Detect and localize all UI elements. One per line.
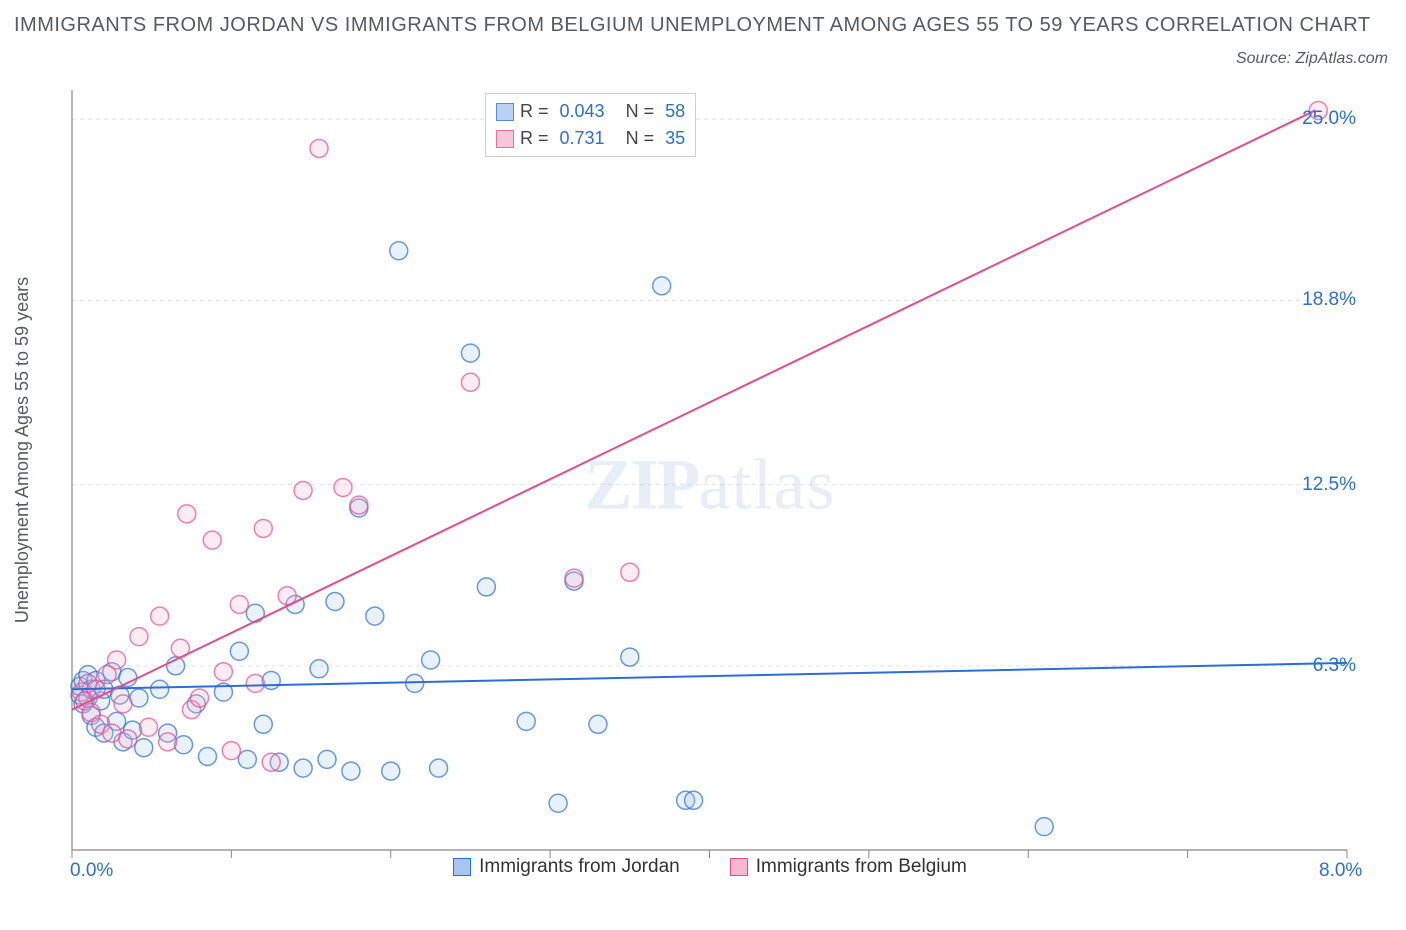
scatter-plot: [60, 90, 1360, 880]
legend-stat-row: R = 0.731 N = 35: [496, 125, 685, 152]
y-tick-label: 12.5%: [1302, 474, 1356, 496]
x-tick-label: 0.0%: [70, 860, 113, 882]
y-axis-label: Unemployment Among Ages 55 to 59 years: [12, 277, 33, 623]
chart-area: ZIPatlas R = 0.043 N = 58 R = 0.731 N = …: [60, 90, 1360, 880]
y-tick-label: 25.0%: [1302, 108, 1356, 130]
swatch-icon: [496, 130, 514, 148]
x-tick-label: 8.0%: [1319, 860, 1362, 882]
legend-series: Immigrants from Jordan Immigrants from B…: [60, 856, 1360, 878]
y-tick-label: 18.8%: [1302, 289, 1356, 311]
source-label: Source: ZipAtlas.com: [1236, 50, 1388, 68]
swatch-icon: [496, 103, 514, 121]
swatch-icon: [453, 858, 471, 876]
legend-stat-row: R = 0.043 N = 58: [496, 98, 685, 125]
chart-title: IMMIGRANTS FROM JORDAN VS IMMIGRANTS FRO…: [14, 10, 1392, 40]
swatch-icon: [730, 858, 748, 876]
legend-item-jordan: Immigrants from Jordan: [453, 856, 680, 878]
legend-stats: R = 0.043 N = 58 R = 0.731 N = 35: [485, 93, 696, 157]
legend-label: Immigrants from Jordan: [479, 856, 680, 878]
y-tick-label: 6.3%: [1313, 655, 1356, 677]
legend-label: Immigrants from Belgium: [756, 856, 967, 878]
legend-item-belgium: Immigrants from Belgium: [730, 856, 967, 878]
